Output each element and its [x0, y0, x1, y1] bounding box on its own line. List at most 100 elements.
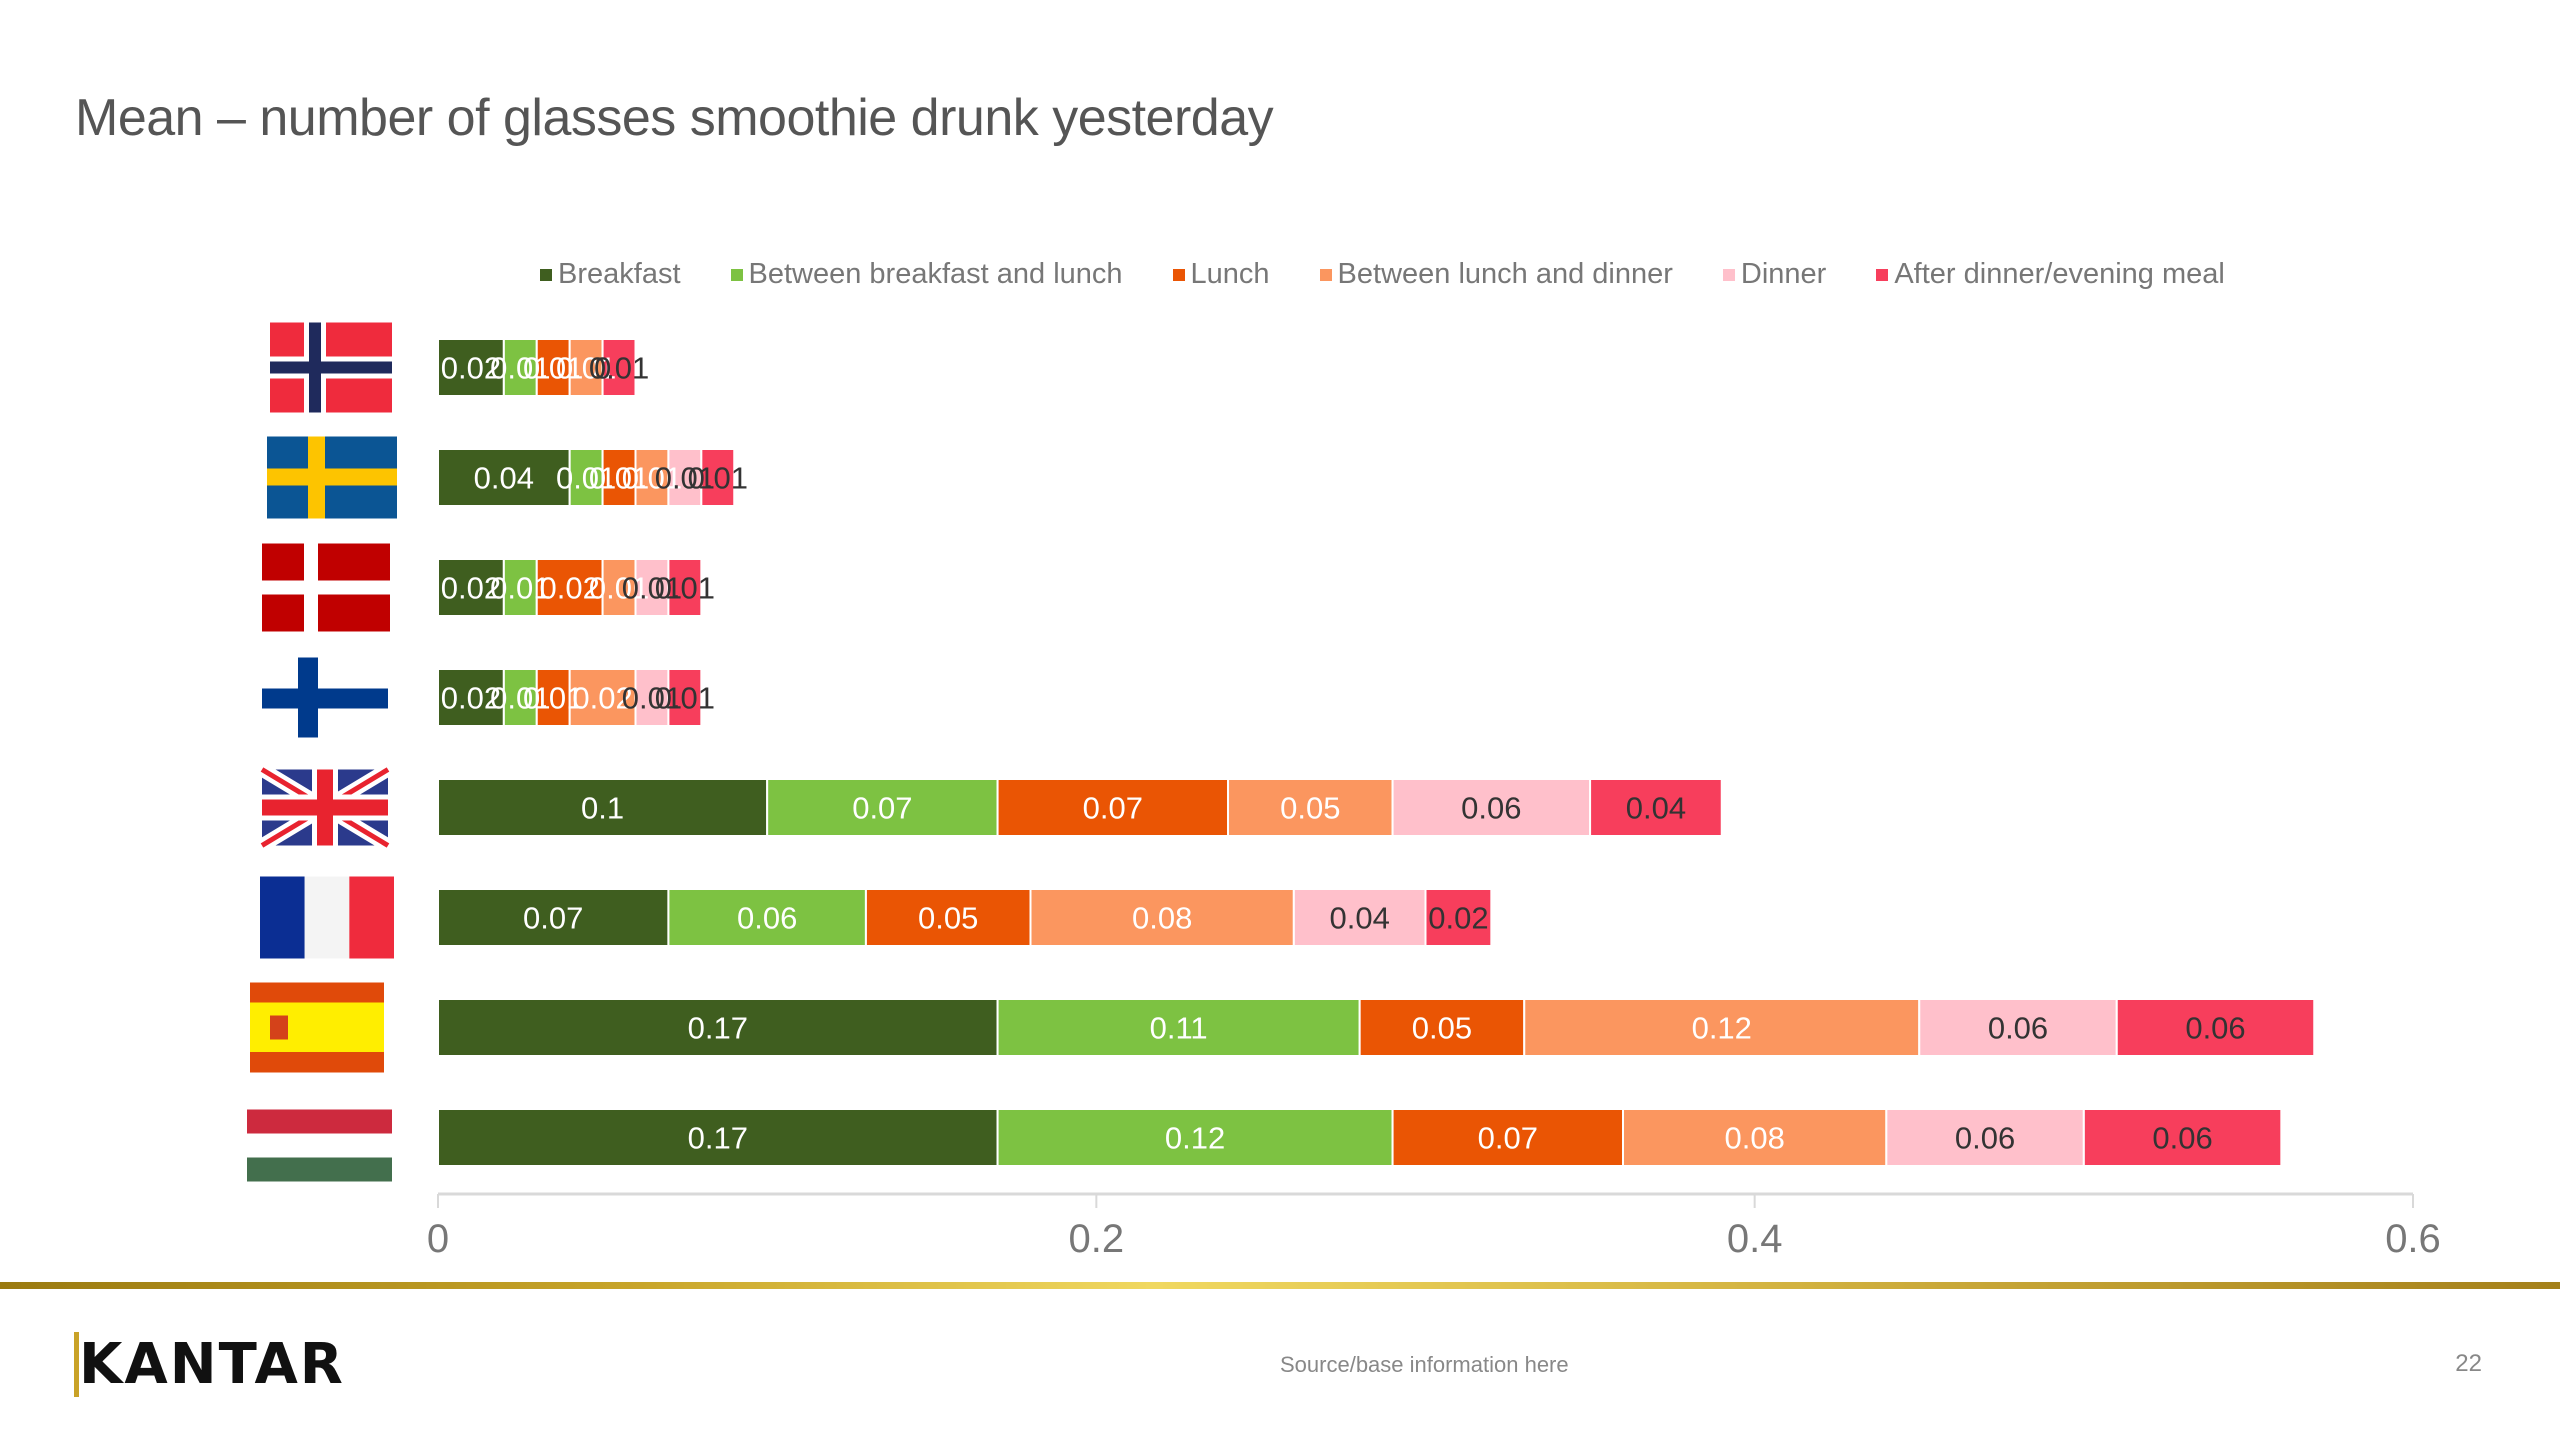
bar-segment: [667, 448, 703, 507]
data-label: 0.17: [688, 1121, 748, 1156]
legend-swatch: [1172, 268, 1185, 281]
legend-item: After dinner/evening meal: [1876, 258, 2225, 291]
data-label: 0.01: [655, 461, 715, 496]
bar-segment: [700, 448, 736, 507]
data-label: 0.01: [523, 681, 583, 716]
data-label: 0.12: [1692, 1011, 1752, 1046]
bar-segment: [1029, 888, 1295, 947]
data-label: 0.01: [523, 351, 583, 386]
slide-title: Mean – number of glasses smoothie drunk …: [75, 89, 1274, 147]
legend-swatch: [540, 268, 552, 281]
data-label: 0.07: [1083, 791, 1143, 826]
bar-segment: [1424, 888, 1493, 947]
bar-segment: [1358, 998, 1526, 1057]
flag-spain-icon: [250, 982, 384, 1073]
data-label: 0.01: [490, 681, 550, 716]
legend-label: Breakfast: [558, 258, 681, 290]
data-label: 0.07: [1478, 1121, 1538, 1156]
bar-row: 0.04 0.010.010.010.010.01: [437, 448, 748, 507]
data-label: 0.01: [622, 571, 682, 606]
bar-row: 0.07 0.06 0.05 0.08 0.04 0.02: [437, 888, 1493, 947]
bar-segment: [1292, 888, 1427, 947]
flag-finland-icon: [262, 657, 388, 738]
bar-segment: [667, 668, 703, 727]
legend-item: Dinner: [1722, 258, 1827, 291]
bar-segment: [2115, 998, 2316, 1057]
legend-item: Lunch: [1172, 258, 1270, 291]
bar-segment: [1885, 1108, 2085, 1167]
flag-uk-icon: [258, 763, 392, 852]
bar-segment: [1227, 778, 1394, 837]
data-label: 0.07: [523, 901, 583, 936]
data-label: 0.04: [474, 461, 534, 496]
tick-label: 0: [427, 1217, 449, 1261]
data-label: 0.11: [1150, 1011, 1208, 1046]
data-label: 0.01: [589, 461, 649, 496]
bar-segment: [502, 338, 538, 397]
data-label: 0: [594, 351, 611, 386]
bar-segment: [996, 778, 1229, 837]
bar-segment: [1589, 778, 1723, 837]
bar-segment: [437, 888, 670, 947]
bar-row: 0.020.010.020.010.010.01: [437, 558, 715, 617]
bar-segment: [568, 448, 604, 507]
data-label: 0.05: [1280, 791, 1340, 826]
bar-segment: [864, 888, 1032, 947]
source-note: Source/base information here: [1280, 1352, 1569, 1377]
data-label: 0.01: [688, 461, 748, 496]
legend-item: Between lunch and dinner: [1319, 258, 1673, 291]
bar-segment: [996, 1108, 1394, 1167]
data-label: 0.02: [441, 681, 501, 716]
tick-label: 0.2: [1069, 1217, 1125, 1261]
data-label: 0.08: [1132, 901, 1192, 936]
bar-segment: [766, 778, 999, 837]
data-label: 0.02: [441, 351, 501, 386]
data-label: 0.04: [1626, 791, 1686, 826]
bar-segment: [437, 558, 505, 617]
legend-label: Between breakfast and lunch: [748, 258, 1123, 290]
bar-segment: [601, 338, 637, 397]
bar-segment: [667, 888, 867, 947]
bar-segment: [667, 558, 703, 617]
data-label: 0.01: [589, 571, 649, 606]
bar-segment: [601, 558, 637, 617]
legend-label: Between lunch and dinner: [1337, 258, 1673, 290]
bar-segment: [634, 558, 670, 617]
flag-denmark-icon: [262, 543, 390, 632]
bar-segment: [634, 448, 670, 507]
legend-label: Dinner: [1740, 258, 1827, 290]
bar-segment: [502, 558, 538, 617]
flag-hungary-icon: [247, 1109, 392, 1182]
bar-segment: [568, 338, 604, 397]
data-label: 0.02: [441, 571, 501, 606]
data-label: 0.02: [539, 571, 599, 606]
data-label: 0.12: [1165, 1121, 1225, 1156]
data-label: 0.07: [852, 791, 912, 826]
x-axis: 0 0.2 0.4 0.6: [427, 1192, 2441, 1261]
gold-divider-line: [0, 1282, 2560, 1289]
data-label: 0.01: [655, 571, 715, 606]
country-flags: [247, 322, 397, 1182]
legend-item: Between breakfast and lunch: [730, 258, 1123, 291]
bar-segment: [535, 558, 604, 617]
kantar-logo: KANTAR: [74, 1332, 345, 1397]
data-label: 0.08: [1724, 1121, 1784, 1156]
bar-segment: [568, 668, 637, 727]
tick-label: 0.4: [1727, 1217, 1783, 1261]
flag-norway-icon: [270, 322, 392, 413]
data-label: 0.06: [2185, 1011, 2245, 1046]
bar-segment: [1918, 998, 2118, 1057]
legend-label: After dinner/evening meal: [1894, 258, 2225, 290]
bar-segment: [437, 338, 505, 397]
bar-row: 0.17 0.12 0.07 0.08 0.06 0.06: [437, 1108, 2283, 1167]
data-label: 0.06: [1955, 1121, 2015, 1156]
bar-segment: [2082, 1108, 2283, 1167]
data-label: 0.1: [581, 791, 624, 826]
data-label: 0.06: [737, 901, 797, 936]
data-label: 0.17: [688, 1011, 748, 1046]
data-label: 0.01: [556, 351, 616, 386]
data-label: 0.02: [572, 681, 632, 716]
bar-row: 0.1 0.07 0.07 0.05 0.06 0.04: [437, 778, 1723, 837]
bar-segment: [502, 668, 538, 727]
